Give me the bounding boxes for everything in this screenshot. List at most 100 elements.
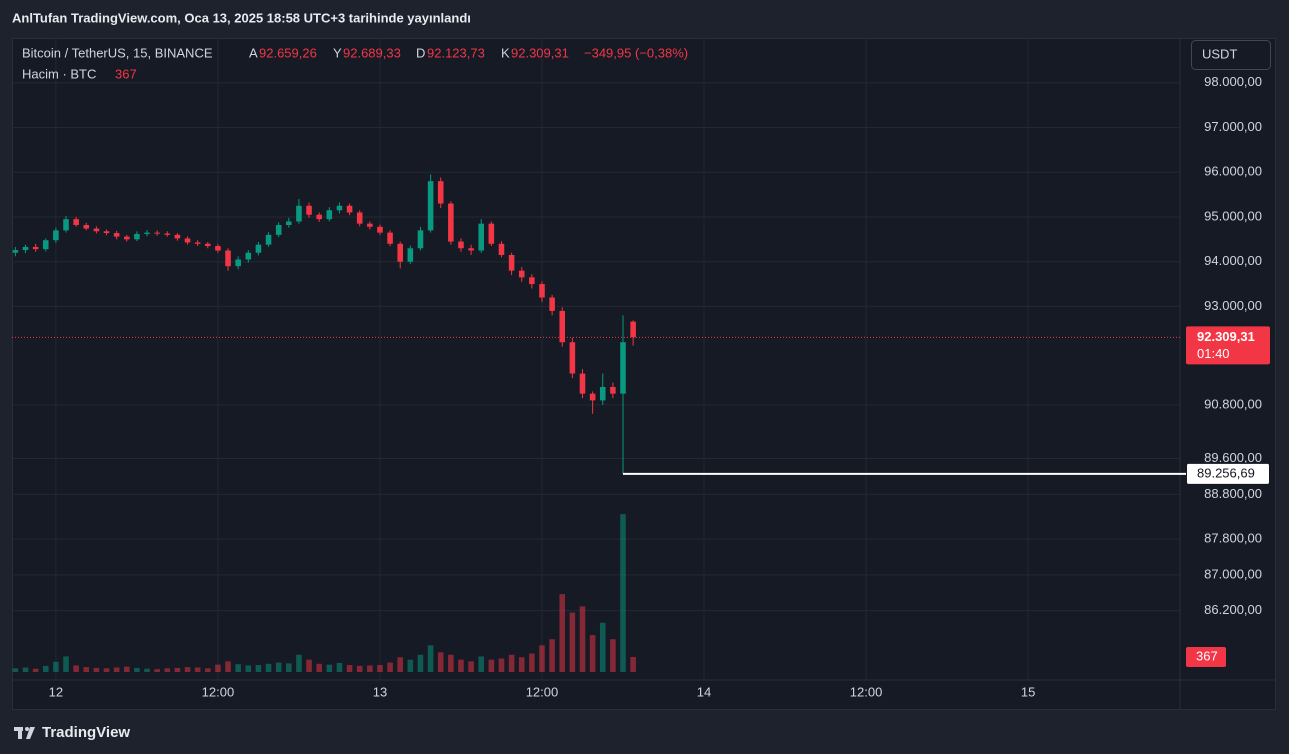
candle-body bbox=[42, 240, 49, 250]
candle-body bbox=[488, 223, 495, 244]
candle-body bbox=[326, 210, 333, 220]
candle-body bbox=[93, 228, 100, 232]
volume-bar bbox=[275, 662, 282, 672]
volume-title: Hacim · BTC bbox=[22, 66, 96, 81]
candle-body bbox=[225, 250, 231, 267]
volume-bar bbox=[508, 654, 515, 672]
volume-bar bbox=[53, 661, 59, 672]
candle-body bbox=[468, 248, 474, 251]
logo-shape bbox=[18, 727, 22, 739]
candle-body bbox=[367, 223, 373, 227]
candle-body bbox=[32, 246, 39, 250]
volume-bar bbox=[12, 668, 19, 672]
volume-bar bbox=[316, 663, 322, 672]
page-title: AnlTufan TradingView.com, Oca 13, 2025 1… bbox=[12, 10, 471, 25]
volume-bar bbox=[529, 653, 535, 672]
candle-body bbox=[498, 243, 505, 255]
y-tick-label: 86.200,00 bbox=[1204, 602, 1262, 617]
candle-body bbox=[123, 236, 130, 240]
volume-bar bbox=[103, 668, 110, 672]
candle-body bbox=[316, 214, 322, 220]
open-prefix: A bbox=[249, 45, 258, 60]
y-tick-label: 98.000,00 bbox=[1204, 74, 1262, 89]
volume-bar bbox=[154, 669, 160, 672]
volume-bar bbox=[448, 654, 454, 672]
candle-body bbox=[518, 270, 525, 278]
candle-body bbox=[559, 310, 566, 343]
volume-bar bbox=[387, 662, 393, 672]
candle-body bbox=[387, 232, 393, 244]
candle-body bbox=[579, 373, 586, 394]
candle-body bbox=[53, 230, 59, 241]
volume-bar bbox=[205, 668, 211, 672]
close-prefix: K bbox=[501, 45, 510, 60]
currency-label[interactable]: USDT bbox=[1202, 46, 1237, 61]
x-tick-label: 15 bbox=[1021, 684, 1035, 699]
candle-body bbox=[599, 386, 606, 401]
candle-body bbox=[508, 254, 515, 271]
candle-body bbox=[529, 277, 535, 285]
volume-bar bbox=[579, 606, 586, 672]
volume-bar bbox=[599, 622, 606, 672]
volume-bar bbox=[377, 665, 383, 672]
y-tick-label: 87.800,00 bbox=[1204, 531, 1262, 546]
volume-badge-label: 367 bbox=[1196, 648, 1218, 663]
volume-bar bbox=[184, 667, 191, 672]
x-tick-label: 14 bbox=[697, 684, 711, 699]
volume-bar bbox=[245, 665, 252, 672]
volume-bar bbox=[306, 659, 312, 672]
currency-button[interactable] bbox=[1191, 40, 1271, 70]
candle-body bbox=[164, 233, 171, 235]
volume-bar bbox=[468, 661, 474, 672]
candle-body bbox=[255, 244, 262, 253]
candle-body bbox=[397, 243, 403, 262]
candle-body bbox=[144, 232, 150, 234]
volume-bar bbox=[427, 645, 434, 672]
countdown-label: 01:40 bbox=[1197, 346, 1230, 361]
candle-body bbox=[407, 248, 414, 262]
overlay: 98.000,00 97.000,00 96.000,00 95.000,00 94.0… bbox=[12, 74, 1270, 699]
candle-body bbox=[448, 203, 454, 242]
y-tick-label: 95.000,00 bbox=[1204, 208, 1262, 223]
volume-bar bbox=[42, 665, 49, 672]
low-value: 92.123,73 bbox=[427, 45, 485, 60]
volume-bar bbox=[265, 663, 272, 672]
x-tick-label: 12:00 bbox=[202, 684, 235, 699]
plot bbox=[12, 174, 636, 672]
x-tick-label: 12:00 bbox=[526, 684, 559, 699]
volume-bar bbox=[458, 659, 464, 672]
grid bbox=[12, 38, 1180, 680]
candle-body bbox=[194, 242, 201, 244]
candle-body bbox=[306, 205, 312, 215]
volume-bar bbox=[397, 657, 403, 672]
candle-body bbox=[205, 243, 211, 247]
x-tick-label: 13 bbox=[373, 684, 387, 699]
volume-bar bbox=[336, 662, 343, 672]
volume-bar bbox=[589, 635, 596, 672]
candle-body bbox=[478, 223, 485, 251]
volume-bar bbox=[93, 667, 100, 672]
volume-bar bbox=[73, 665, 79, 672]
volume-bar bbox=[215, 664, 221, 672]
candle-body bbox=[417, 230, 424, 249]
y-tick-label: 93.000,00 bbox=[1204, 298, 1262, 313]
y-tick-label: 90.800,00 bbox=[1204, 396, 1262, 411]
volume-bar bbox=[134, 667, 140, 672]
candle-body bbox=[22, 246, 29, 251]
candle-body bbox=[610, 386, 616, 394]
volume-value: 367 bbox=[115, 66, 137, 81]
y-tick-label: 97.000,00 bbox=[1204, 119, 1262, 134]
low-prefix: D bbox=[416, 45, 425, 60]
symbol: Bitcoin / TetherUS, 15, BINANCE bbox=[22, 45, 213, 60]
volume-bar bbox=[437, 652, 444, 672]
open-value: 92.659,26 bbox=[259, 45, 317, 60]
volume-bar bbox=[296, 654, 302, 672]
volume-bar bbox=[235, 664, 241, 672]
volume-bar bbox=[610, 639, 616, 672]
volume-bar bbox=[539, 645, 545, 672]
change-value: −349,95 (−0,38%) bbox=[584, 45, 688, 60]
y-tick-label: 89.600,00 bbox=[1204, 450, 1262, 465]
x-tick-label: 12:00 bbox=[850, 684, 883, 699]
close-value: 92.309,31 bbox=[511, 45, 569, 60]
candle-body bbox=[377, 226, 383, 233]
